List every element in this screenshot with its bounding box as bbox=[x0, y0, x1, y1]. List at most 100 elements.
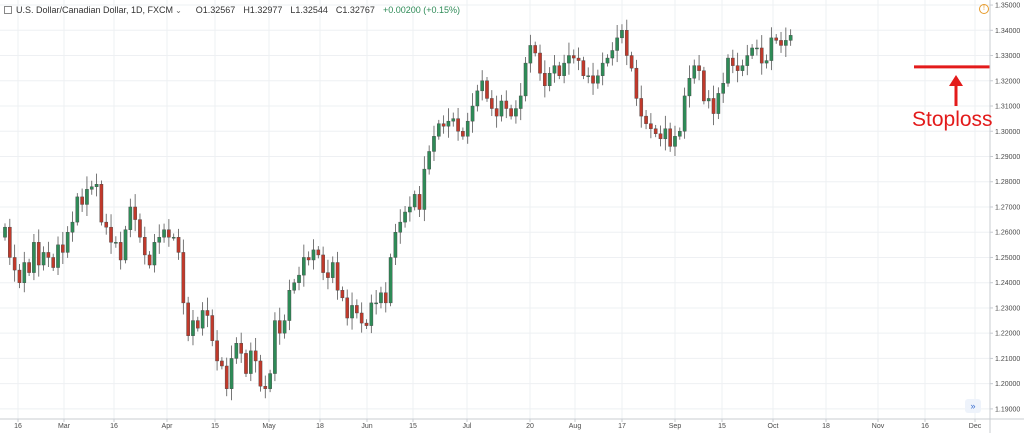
price-tick-label: 1.28000 bbox=[995, 179, 1020, 186]
candle bbox=[51, 253, 55, 271]
chevron-down-icon[interactable]: ⌄ bbox=[175, 5, 182, 15]
candle bbox=[138, 213, 142, 243]
candle-body-down bbox=[118, 242, 123, 261]
candle bbox=[461, 127, 465, 140]
candle-body-down bbox=[490, 98, 494, 109]
candle bbox=[562, 54, 566, 84]
price-tick-label: 1.35000 bbox=[995, 3, 1020, 10]
candle-body-down bbox=[99, 184, 104, 223]
symbol-title[interactable]: U.S. Dollar/Canadian Dollar, 1D, FXCM bbox=[16, 5, 174, 15]
candle bbox=[523, 57, 528, 102]
candle bbox=[287, 279, 292, 331]
candle-body-up bbox=[475, 90, 480, 107]
grid bbox=[0, 0, 990, 419]
candle-body-down bbox=[359, 312, 364, 324]
candle bbox=[142, 226, 147, 265]
price-tick-label: 1.31000 bbox=[995, 104, 1020, 111]
candle bbox=[398, 209, 403, 244]
candle-body-up bbox=[528, 45, 533, 64]
scroll-to-latest-icon[interactable]: » bbox=[965, 399, 981, 413]
candle bbox=[56, 236, 60, 276]
candle bbox=[41, 246, 46, 271]
candle-body-up bbox=[128, 206, 133, 230]
candle-body-down bbox=[658, 133, 663, 140]
candle-body-up bbox=[523, 62, 528, 97]
candle-body-up bbox=[446, 120, 451, 127]
candle bbox=[94, 173, 99, 197]
candle bbox=[263, 375, 268, 399]
candle bbox=[615, 24, 619, 63]
candle-body-down bbox=[51, 257, 55, 268]
candle bbox=[639, 85, 644, 128]
candle-body-down bbox=[576, 57, 581, 61]
candle bbox=[769, 27, 774, 71]
candle bbox=[355, 299, 359, 319]
candle-body-up bbox=[562, 62, 566, 76]
candle-body-up bbox=[249, 350, 253, 374]
candle bbox=[195, 316, 200, 332]
time-tick-label: 15 bbox=[211, 423, 219, 430]
candle bbox=[706, 90, 711, 109]
candle-body-up bbox=[788, 35, 793, 41]
candle-body-down bbox=[277, 320, 282, 334]
time-tick-label: Dec bbox=[969, 423, 982, 430]
candle bbox=[162, 223, 166, 243]
candle bbox=[258, 354, 263, 392]
price-tick-label: 1.25000 bbox=[995, 255, 1020, 262]
candle-body-up bbox=[162, 229, 166, 238]
candle bbox=[147, 251, 152, 269]
candle bbox=[268, 369, 272, 393]
candle bbox=[528, 34, 533, 73]
candle bbox=[620, 24, 624, 44]
candle bbox=[345, 289, 350, 326]
candle-body-down bbox=[263, 385, 268, 389]
candle bbox=[504, 90, 509, 119]
candle bbox=[61, 231, 65, 264]
time-tick-label: Mar bbox=[58, 423, 71, 430]
candle-body-up bbox=[85, 189, 89, 205]
candle-body-down bbox=[133, 206, 137, 220]
candle bbox=[576, 47, 581, 71]
candle bbox=[8, 218, 12, 265]
time-tick-label: May bbox=[262, 423, 276, 430]
candle-body-up bbox=[586, 75, 591, 77]
candle bbox=[547, 67, 552, 92]
price-tick-label: 1.20000 bbox=[995, 381, 1020, 388]
candle-body-up bbox=[388, 257, 393, 304]
time-tick-label: Aug bbox=[569, 423, 582, 430]
candle bbox=[571, 49, 576, 64]
candle bbox=[533, 41, 537, 57]
candle-body-down bbox=[215, 340, 219, 362]
candle-body-down bbox=[326, 272, 330, 278]
candle-body-down bbox=[629, 55, 634, 69]
candle-body-up bbox=[234, 343, 239, 359]
candle bbox=[75, 193, 80, 226]
candle bbox=[326, 259, 330, 290]
candle bbox=[46, 241, 51, 267]
candle-body-up bbox=[784, 40, 788, 46]
candle-body-up bbox=[615, 37, 619, 51]
candle bbox=[229, 345, 234, 401]
candle bbox=[65, 226, 70, 258]
candle-body-down bbox=[253, 350, 258, 362]
candle bbox=[678, 127, 682, 140]
candle bbox=[253, 337, 258, 373]
candle-body-up bbox=[422, 168, 427, 210]
candle bbox=[128, 198, 133, 238]
stoploss-label: Stoploss bbox=[912, 108, 993, 131]
candle-body-down bbox=[195, 320, 200, 329]
symbol-box-icon bbox=[4, 6, 12, 14]
candle-body-up bbox=[157, 237, 162, 243]
price-tick-label: 1.30000 bbox=[995, 129, 1020, 136]
candle-body-up bbox=[547, 72, 552, 87]
candle-body-down bbox=[461, 131, 465, 137]
candle bbox=[306, 251, 311, 266]
candle-body-up bbox=[518, 95, 523, 109]
candle bbox=[682, 87, 687, 139]
alert-icon[interactable]: ! bbox=[979, 4, 989, 14]
candle-body-up bbox=[65, 232, 70, 253]
candle bbox=[552, 55, 557, 83]
candle bbox=[543, 60, 547, 98]
candle bbox=[605, 54, 610, 67]
